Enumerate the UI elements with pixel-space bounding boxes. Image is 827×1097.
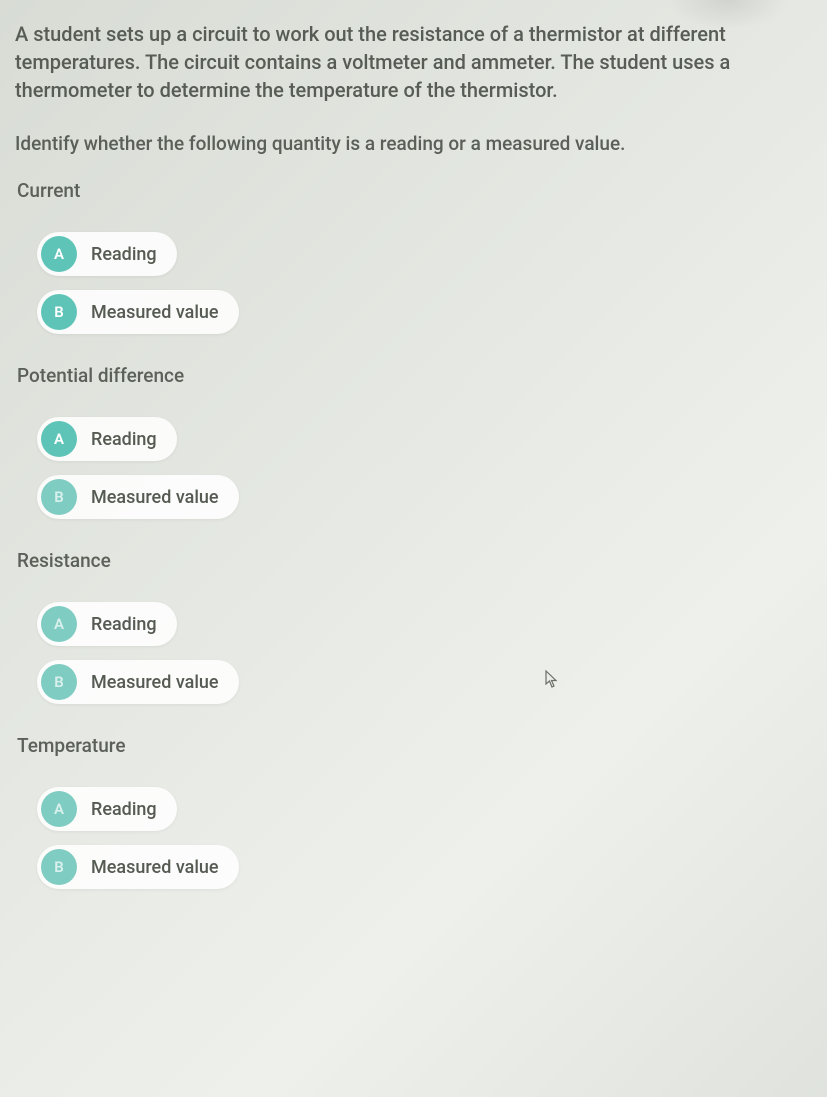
instruction-text: Identify whether the following quantity …: [15, 132, 812, 155]
quantity-label: Resistance: [17, 549, 812, 572]
option-text: Reading: [91, 429, 157, 450]
option-letter-badge: A: [41, 606, 77, 642]
quantity-label: Current: [17, 179, 812, 202]
option-reading[interactable]: A Reading: [37, 602, 177, 646]
option-letter-badge: B: [41, 294, 77, 330]
question-block-potential-difference: Potential difference A Reading B Measure…: [15, 364, 812, 519]
quantity-label: Temperature: [17, 734, 812, 757]
option-measured-value[interactable]: B Measured value: [37, 845, 239, 889]
option-text: Measured value: [91, 672, 219, 693]
options-group: A Reading B Measured value: [37, 787, 812, 889]
intro-paragraph: A student sets up a circuit to work out …: [15, 20, 812, 104]
option-text: Measured value: [91, 487, 219, 508]
question-block-resistance: Resistance A Reading B Measured value: [15, 549, 812, 704]
option-reading[interactable]: A Reading: [37, 417, 177, 461]
quantity-label: Potential difference: [17, 364, 812, 387]
question-block-temperature: Temperature A Reading B Measured value: [15, 734, 812, 889]
options-group: A Reading B Measured value: [37, 602, 812, 704]
option-measured-value[interactable]: B Measured value: [37, 660, 239, 704]
option-letter-badge: B: [41, 849, 77, 885]
option-text: Reading: [91, 614, 157, 635]
option-letter-badge: A: [41, 791, 77, 827]
option-letter-badge: B: [41, 479, 77, 515]
options-group: A Reading B Measured value: [37, 232, 812, 334]
option-letter-badge: A: [41, 421, 77, 457]
option-text: Reading: [91, 244, 157, 265]
option-measured-value[interactable]: B Measured value: [37, 475, 239, 519]
option-reading[interactable]: A Reading: [37, 787, 177, 831]
option-letter-badge: B: [41, 664, 77, 700]
option-text: Measured value: [91, 302, 219, 323]
option-reading[interactable]: A Reading: [37, 232, 177, 276]
option-letter-badge: A: [41, 236, 77, 272]
option-text: Reading: [91, 799, 157, 820]
option-text: Measured value: [91, 857, 219, 878]
question-block-current: Current A Reading B Measured value: [15, 179, 812, 334]
options-group: A Reading B Measured value: [37, 417, 812, 519]
option-measured-value[interactable]: B Measured value: [37, 290, 239, 334]
